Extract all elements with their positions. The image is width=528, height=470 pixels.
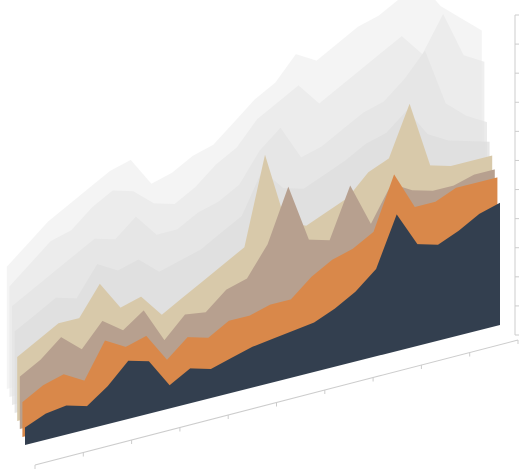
area-layer: [25, 202, 500, 445]
